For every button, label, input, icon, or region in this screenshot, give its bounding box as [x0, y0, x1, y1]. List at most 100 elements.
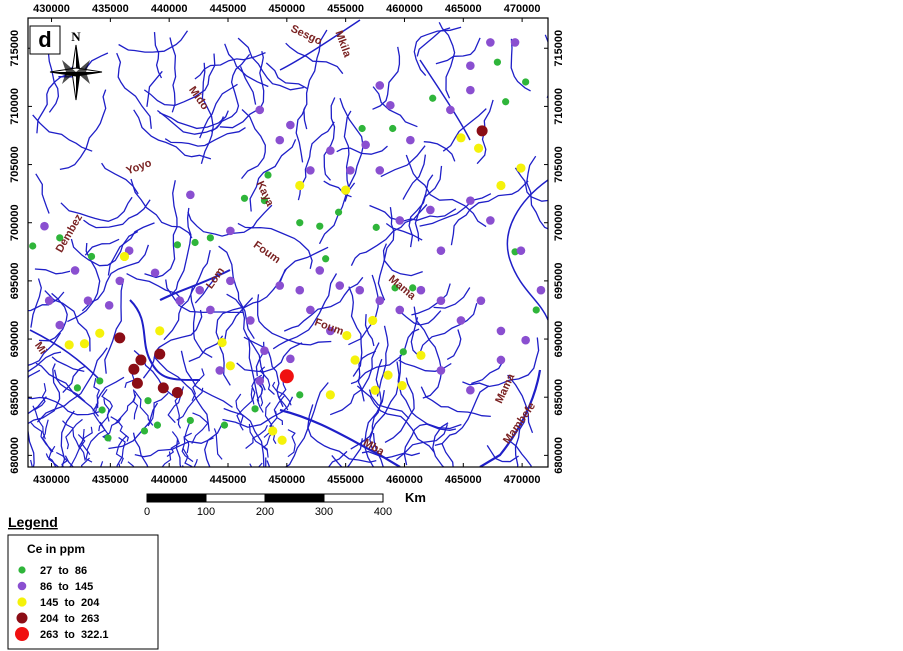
stream — [273, 395, 285, 426]
stream — [287, 429, 296, 458]
sample-point — [44, 296, 54, 305]
sample-point — [240, 194, 249, 202]
sample-point — [186, 190, 195, 200]
sample-point — [246, 316, 255, 325]
legend-title: Ce in ppm — [27, 542, 85, 556]
sample-point — [260, 197, 269, 205]
stream — [364, 314, 375, 347]
stream — [30, 278, 42, 328]
stream — [237, 37, 304, 91]
stream — [327, 450, 348, 467]
stream — [329, 342, 380, 416]
sample-point — [73, 384, 82, 392]
stream — [62, 365, 86, 394]
sample-point — [296, 219, 304, 227]
main-river — [419, 59, 471, 141]
stream — [180, 350, 233, 408]
y-tick-label: 710000 — [9, 88, 21, 125]
stream — [187, 204, 273, 237]
stream — [526, 155, 548, 230]
stream — [133, 390, 154, 426]
stream — [245, 424, 268, 449]
stream — [350, 354, 402, 450]
main-river — [479, 369, 542, 467]
legend-symbol — [16, 612, 28, 624]
stream — [92, 377, 101, 412]
sample-point — [536, 285, 546, 295]
scale-segment — [264, 493, 325, 503]
sample-point — [226, 276, 235, 286]
stream — [514, 167, 548, 202]
stream — [432, 422, 449, 467]
stream — [157, 109, 224, 135]
sample-point — [186, 416, 194, 425]
stream — [259, 366, 275, 395]
stream — [462, 337, 540, 388]
sample-point — [375, 81, 385, 90]
scale-segment — [146, 493, 207, 503]
sample-point — [389, 124, 397, 133]
sample-point — [326, 146, 335, 155]
x-tick-label: 470000 — [504, 474, 541, 486]
stream — [323, 180, 352, 198]
sample-point — [286, 120, 295, 130]
sample-point — [275, 135, 285, 145]
sample-point — [306, 305, 315, 315]
stream — [81, 244, 150, 312]
sample-point — [397, 380, 407, 391]
stream — [182, 447, 193, 467]
stream — [161, 451, 172, 467]
sample-point — [358, 124, 366, 133]
stream — [35, 173, 50, 214]
sample-point — [115, 276, 125, 286]
sample-point — [496, 180, 506, 191]
sample-point — [277, 435, 287, 445]
stream — [413, 306, 443, 399]
stream — [350, 328, 420, 385]
sample-point — [429, 94, 437, 102]
stream — [395, 424, 449, 461]
sample-point — [466, 196, 475, 205]
sample-point — [346, 166, 355, 175]
stream — [199, 83, 238, 139]
x-tick-label: 460000 — [386, 3, 423, 15]
stream — [323, 97, 336, 181]
stream — [130, 178, 193, 239]
y-tick-label: 690000 — [9, 321, 21, 358]
sample-point — [135, 354, 147, 366]
stream — [450, 180, 529, 246]
sample-point — [275, 281, 285, 290]
y-tick-label: 680000 — [9, 437, 21, 474]
sample-point — [295, 180, 305, 191]
stream — [433, 287, 471, 309]
x-tick-label: 440000 — [151, 474, 188, 486]
stream — [166, 431, 180, 457]
sample-point — [279, 369, 294, 384]
sample-point — [456, 133, 466, 143]
sample-point — [522, 78, 530, 86]
y-tick-label: 715000 — [9, 30, 21, 67]
stream — [36, 347, 108, 423]
sample-point — [416, 285, 426, 295]
stream — [183, 422, 191, 454]
stream — [153, 356, 210, 432]
stream — [271, 381, 292, 406]
stream — [28, 363, 61, 425]
stream — [385, 222, 423, 241]
sample-point — [315, 266, 325, 275]
stream — [65, 418, 83, 450]
stream — [70, 230, 139, 267]
x-tick-label: 440000 — [151, 3, 188, 15]
sample-point — [496, 355, 506, 365]
sample-point — [217, 337, 227, 348]
stream — [400, 310, 442, 326]
stream — [32, 114, 93, 152]
sample-point — [153, 421, 162, 429]
sample-point — [466, 385, 475, 395]
stream — [159, 110, 229, 130]
stream — [132, 432, 149, 467]
stream — [514, 420, 526, 467]
stream — [193, 458, 198, 467]
sample-point — [395, 216, 405, 225]
stream — [160, 207, 192, 301]
